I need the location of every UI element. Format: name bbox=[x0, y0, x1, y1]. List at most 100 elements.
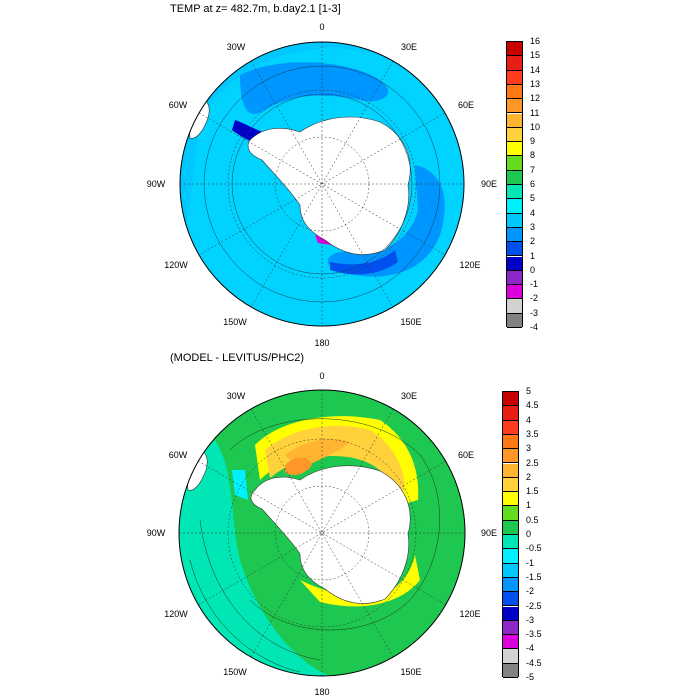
bottom-colorbar-swatch bbox=[503, 392, 518, 407]
bottom-colorbar-swatch bbox=[503, 635, 518, 650]
top-colorbar-label: 11 bbox=[530, 107, 540, 118]
top-antarctica bbox=[247, 116, 411, 255]
top-colorbar-label: -4 bbox=[530, 322, 539, 332]
top-colorbar bbox=[506, 41, 523, 328]
top-colorbar-label: 0 bbox=[530, 264, 536, 275]
bottom-colorbar-label: -2 bbox=[526, 586, 535, 597]
top-colorbar-label: 13 bbox=[530, 78, 541, 89]
bottom-lon-label: 150E bbox=[400, 667, 422, 677]
top-band-2-east bbox=[327, 165, 445, 277]
top-colorbar-swatch bbox=[507, 170, 522, 185]
bottom-antarctica bbox=[250, 465, 411, 604]
top-colorbar-swatch bbox=[507, 313, 522, 328]
top-colorbar-label: 10 bbox=[530, 121, 541, 132]
top-colorbar-swatch bbox=[507, 142, 522, 157]
bottom-lon-label: 0 bbox=[319, 371, 325, 381]
bottom-patch-cyan bbox=[232, 470, 248, 500]
bottom-lon-label: 60W bbox=[168, 450, 188, 460]
bottom-lon-label: 150W bbox=[223, 667, 247, 677]
bottom-colorbar-swatch bbox=[503, 477, 518, 493]
top-colorbar-swatch bbox=[507, 42, 522, 57]
top-lon-label: 60W bbox=[168, 100, 188, 110]
top-colorbar-swatch bbox=[507, 56, 522, 71]
bottom-colorbar-label: -3 bbox=[526, 614, 535, 625]
top-colorbar-label: 15 bbox=[530, 50, 541, 61]
top-lon-label: 120E bbox=[459, 260, 481, 270]
top-lon-label: 90E bbox=[480, 179, 498, 189]
bottom-colorbar-swatch bbox=[503, 434, 518, 450]
top-lon-label: 180 bbox=[314, 338, 330, 348]
top-colorbar-swatch bbox=[507, 127, 522, 143]
top-map-title: TEMP at z= 482.7m, b.day2.1 [1-3] bbox=[170, 3, 341, 15]
bottom-colorbar-label: 1 bbox=[526, 500, 532, 511]
bottom-colorbar-label: 5 bbox=[526, 386, 532, 396]
top-colorbar-label: 4 bbox=[530, 207, 536, 218]
bottom-colorbar-label: -4 bbox=[526, 643, 535, 654]
bottom-lon-label: 90W bbox=[146, 528, 166, 538]
bottom-colorbar-swatch bbox=[503, 606, 518, 621]
top-graticule bbox=[180, 42, 464, 326]
bottom-colorbar-label: -0.5 bbox=[526, 543, 542, 554]
top-colorbar-label: -3 bbox=[530, 307, 539, 318]
bottom-colorbar-swatch bbox=[503, 649, 518, 664]
top-colorbar-label: 2 bbox=[530, 236, 536, 247]
bottom-lon-label: 120W bbox=[164, 609, 188, 619]
top-colorbar-swatch bbox=[507, 199, 522, 214]
top-colorbar-swatch bbox=[507, 213, 522, 228]
top-map-border bbox=[179, 41, 465, 327]
bottom-colorbar-swatch bbox=[503, 492, 518, 507]
top-colorbar-swatch bbox=[507, 156, 522, 171]
top-colorbar-label: 12 bbox=[530, 93, 541, 104]
bottom-colorbar-swatch bbox=[503, 563, 518, 578]
top-lon-label: 120W bbox=[164, 260, 188, 270]
top-colorbar-label: 7 bbox=[530, 164, 536, 175]
top-colorbar-label: 8 bbox=[530, 150, 536, 161]
bottom-colorbar-label: 4.5 bbox=[526, 400, 539, 411]
top-colorbar-label: 1 bbox=[530, 250, 536, 261]
top-colorbar-label: 3 bbox=[530, 221, 536, 232]
top-lon-label: 30W bbox=[226, 42, 246, 52]
bottom-lon-label: 30E bbox=[400, 391, 418, 401]
bottom-colorbar-label: -1 bbox=[526, 557, 535, 568]
top-colorbar-swatch bbox=[507, 185, 522, 200]
top-band-1 bbox=[330, 250, 398, 275]
bottom-colorbar-label: 2.5 bbox=[526, 457, 539, 468]
bottom-colorbar bbox=[502, 391, 519, 678]
bottom-band-3 bbox=[285, 457, 312, 476]
top-colorbar-swatch bbox=[507, 84, 522, 100]
bottom-colorbar-label: 0.5 bbox=[526, 514, 539, 525]
bottom-colorbar-label: 1.5 bbox=[526, 486, 539, 497]
top-colorbar-swatch bbox=[507, 299, 522, 314]
top-lon-label: 60E bbox=[457, 100, 475, 110]
bottom-lon-label: 90E bbox=[480, 528, 498, 538]
top-colorbar-swatch bbox=[507, 70, 522, 85]
bottom-colorbar-swatch bbox=[503, 449, 518, 464]
top-lon-label: 150E bbox=[400, 317, 422, 327]
bottom-colorbar-swatch bbox=[503, 463, 518, 478]
bottom-lon-label: 180 bbox=[314, 687, 330, 697]
top-colorbar-label: 14 bbox=[530, 64, 541, 75]
top-colorbar-label: -2 bbox=[530, 293, 539, 304]
bottom-colorbar-label: -3.5 bbox=[526, 629, 542, 640]
bottom-colorbar-swatch bbox=[503, 535, 518, 550]
top-band-2-north bbox=[240, 62, 389, 114]
top-colorbar-swatch bbox=[507, 227, 522, 243]
bottom-lon-label: 60E bbox=[457, 450, 475, 460]
bottom-colorbar-label: 2 bbox=[526, 471, 532, 482]
top-colorbar-label: 5 bbox=[530, 193, 536, 204]
bottom-map-title: (MODEL - LEVITUS/PHC2) bbox=[170, 352, 305, 364]
bottom-colorbar-label: 3.5 bbox=[526, 428, 539, 439]
top-colorbar-label: 6 bbox=[530, 179, 536, 189]
bottom-colorbar-swatch bbox=[503, 592, 518, 607]
top-lon-label: 30E bbox=[400, 42, 418, 52]
bottom-colorbar-label: 4 bbox=[526, 414, 532, 425]
bottom-colorbar-swatch bbox=[503, 406, 518, 421]
top-colorbar-swatch bbox=[507, 256, 522, 271]
bottom-colorbar-label: 0 bbox=[526, 529, 532, 539]
bottom-colorbar-label: -5 bbox=[526, 672, 535, 682]
bottom-colorbar-swatch bbox=[503, 420, 518, 435]
top-lon-label: 90W bbox=[146, 179, 166, 189]
top-colorbar-swatch bbox=[507, 285, 522, 300]
bottom-colorbar-swatch bbox=[503, 620, 518, 636]
bottom-colorbar-swatch bbox=[503, 663, 518, 678]
